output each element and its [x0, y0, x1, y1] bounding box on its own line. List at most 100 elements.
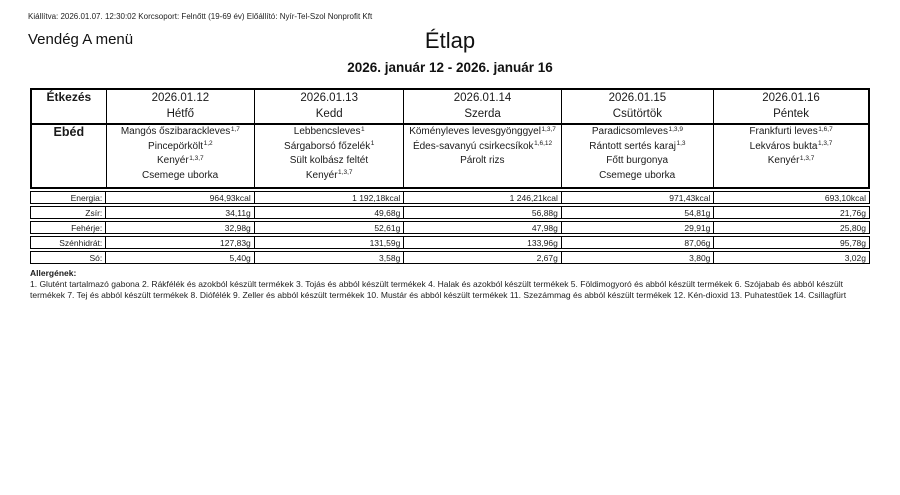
nutrition-value: 3,02g [713, 251, 870, 264]
page-title: Étlap [424, 28, 476, 53]
day-dishes-cell: Köményleves levesgyönggyel1,3,7 Édes-sava… [403, 123, 562, 189]
dish-item: Kenyér1,3,7 [107, 154, 254, 169]
nutrition-value: 131,59g [253, 236, 405, 249]
dish-name: Lekváros bukta [749, 140, 818, 152]
nutrition-row: Szénhidrát: 127,83g 131,59g 133,96g 87,06g 95… [29, 236, 870, 249]
dish-allergen-codes: 1,2 [203, 140, 213, 147]
dish-allergen-codes: 1 [370, 140, 375, 147]
dish-allergen-codes: 1,7 [230, 125, 240, 133]
day-header: 2026.01.16 Péntek [713, 88, 870, 125]
nutrition-label: Zsír: [29, 206, 107, 219]
dish-allergen-codes: 1,3,7 [338, 169, 353, 176]
dish-item: Rántott sertés karaj1,3 [562, 140, 713, 155]
dish-item: Lekváros bukta1,3,7 [714, 140, 868, 155]
day-dishes-cell: Mangós őszibarackleves1,7 Pincepörkölt1,2… [105, 123, 256, 189]
menu-name: Vendég A menü [28, 31, 134, 48]
day-header: 2026.01.13 Kedd [254, 88, 405, 125]
dish-item: Lebbencsleves1 [255, 125, 403, 140]
dish-allergen-codes: 1,3,7 [189, 154, 204, 162]
dish-name: Sült kolbász feltét [289, 155, 369, 166]
dish-item: Sárgaborsó főzelék1 [255, 140, 403, 155]
dish-item: Csemege uborka [107, 169, 254, 184]
dish-item: Mangós őszibarackleves1,7 [107, 125, 254, 140]
nutrition-row: Fehérje: 32,98g 52,61g 47,98g 29,91g 25,80g [29, 221, 870, 234]
nutrition-value: 1 246,21kcal [403, 191, 562, 204]
dish-name: Kenyér [305, 169, 338, 181]
nutrition-value: 32,98g [105, 221, 255, 234]
dish-allergen-codes: 1,3 [676, 140, 686, 147]
day-date: 2026.01.16 [762, 92, 820, 104]
dish-allergen-codes: 1,3,7 [799, 154, 815, 162]
nutrition-value: 56,88g [403, 206, 562, 219]
day-header: 2026.01.14 Szerda [403, 88, 562, 125]
dish-item: Kenyér1,3,7 [255, 169, 403, 184]
day-header: 2026.01.12 Hétfő [105, 88, 256, 125]
dish-allergen-codes: 1,6,12 [534, 140, 553, 147]
dish-item: Párolt rizs [404, 154, 560, 169]
nutrition-value: 25,80g [713, 221, 870, 234]
nutrition-value: 47,98g [403, 221, 562, 234]
nutrition-value: 52,61g [253, 221, 405, 234]
day-header: 2026.01.15 Csütörtök [560, 88, 715, 125]
dish-name: Főtt burgonya [606, 155, 669, 166]
table-header-row: Étkezés 2026.01.12 Hétfő 2026.01.13 Kedd 202… [30, 88, 870, 125]
dish-item: Főtt burgonya [562, 154, 713, 169]
dish-name: Édes-savanyú csirkecsíkok [412, 140, 534, 152]
allergens-heading: Allergének: [30, 268, 77, 278]
dish-item: Édes-savanyú csirkecsíkok1,6,12 [404, 140, 560, 155]
day-date: 2026.01.14 [453, 92, 512, 104]
nutrition-value: 54,81g [560, 206, 715, 219]
nutrition-section: Energia: 964,93kcal 1 192,18kcal 1 246,21kc… [29, 191, 872, 264]
nutrition-label: Energia: [29, 191, 107, 204]
dish-name: Csemege uborka [599, 169, 676, 181]
nutrition-value: 693,10kcal [713, 191, 870, 204]
dish-allergen-codes: 1,3,9 [668, 125, 683, 133]
allergens-section: Allergének: 1. Glutént tartalmazó gabona… [30, 268, 878, 300]
allergens-text: 1. Glutént tartalmazó gabona 2. Rákfélék… [30, 279, 847, 300]
dish-name: Sárgaborsó főzelék [284, 140, 371, 152]
dish-allergen-codes: 1,3,7 [817, 140, 833, 147]
dish-name: Köményleves levesgyönggyel [409, 126, 541, 137]
dish-name: Rántott sertés karaj [589, 140, 676, 152]
dish-allergen-codes: 1 [360, 125, 365, 133]
dish-name: Kenyér [767, 155, 800, 166]
dish-name: Kenyér [157, 155, 189, 166]
day-dishes-cell: Paradicsomleves1,3,9 Rántott sertés karaj… [560, 123, 715, 189]
nutrition-value: 49,68g [253, 206, 405, 219]
dish-item: Paradicsomleves1,3,9 [562, 125, 713, 140]
dish-name: Lebbencsleves [293, 126, 361, 137]
nutrition-value: 29,91g [560, 221, 715, 234]
dish-item: Köményleves levesgyönggyel1,3,7 [404, 125, 560, 140]
dish-name: Mangós őszibarackleves [120, 126, 231, 137]
nutrition-value: 2,67g [403, 251, 562, 264]
dish-allergen-codes: 1,6,7 [818, 125, 833, 133]
menu-table: Étkezés 2026.01.12 Hétfő 2026.01.13 Kedd 202… [30, 88, 870, 189]
dish-item: Pincepörkölt1,2 [107, 140, 254, 155]
day-dishes-cell: Frankfurti leves1,6,7 Lekváros bukta1,3,7… [713, 123, 870, 189]
nutrition-label: Szénhidrát: [29, 236, 107, 249]
menu-table-area: Étkezés 2026.01.12 Hétfő 2026.01.13 Kedd 202… [29, 88, 872, 300]
nutrition-value: 95,78g [713, 236, 870, 249]
day-date: 2026.01.13 [300, 92, 358, 104]
meal-column-header: Étkezés [30, 88, 107, 125]
dish-name: Pincepörkölt [148, 140, 204, 152]
nutrition-value: 127,83g [105, 236, 255, 249]
nutrition-value: 964,93kcal [105, 191, 255, 204]
nutrition-label: Fehérje: [29, 221, 107, 234]
dish-item: Sült kolbász feltét [255, 154, 403, 169]
day-name: Hétfő [166, 108, 195, 120]
issued-info: Kiállítva: 2026.01.07. 12:30:02 Korcsopo… [28, 12, 373, 21]
nutrition-label: Só: [29, 251, 107, 264]
lunch-row: Ebéd Mangós őszibarackleves1,7 Pincepörkö… [30, 123, 870, 189]
dish-name: Párolt rizs [460, 155, 505, 166]
day-name: Kedd [315, 108, 343, 120]
day-name: Csütörtök [612, 108, 663, 120]
dish-item: Kenyér1,3,7 [714, 154, 868, 169]
nutrition-value: 34,11g [105, 206, 255, 219]
meal-row-label: Ebéd [30, 123, 107, 189]
nutrition-value: 21,76g [713, 206, 870, 219]
day-date: 2026.01.15 [608, 92, 667, 104]
dish-item: Csemege uborka [562, 169, 713, 184]
date-range: 2026. január 12 - 2026. január 16 [347, 60, 553, 75]
